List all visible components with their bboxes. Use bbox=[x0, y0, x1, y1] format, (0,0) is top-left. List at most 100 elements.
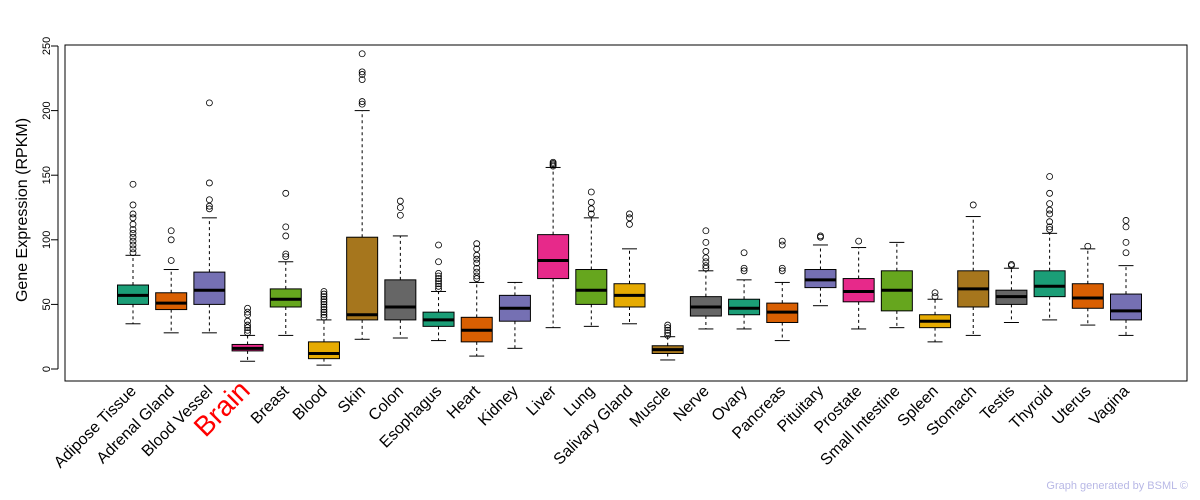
outlier-point bbox=[244, 324, 251, 332]
outlier-point bbox=[626, 214, 633, 222]
y-tick-label: 150 bbox=[41, 166, 53, 184]
outlier-point bbox=[396, 211, 404, 219]
x-tick-label: Kidney bbox=[475, 383, 522, 430]
box-heart bbox=[460, 240, 493, 357]
outlier-point bbox=[778, 267, 786, 275]
x-tick-label: Muscle bbox=[627, 383, 675, 431]
outlier-point bbox=[358, 50, 366, 58]
outlier-point bbox=[244, 326, 251, 334]
box-pituitary bbox=[804, 232, 837, 307]
box-liver bbox=[537, 158, 570, 329]
outlier-point bbox=[129, 201, 137, 209]
box-vagina bbox=[1110, 217, 1142, 336]
box-thyroid bbox=[1033, 173, 1066, 321]
outlier-point bbox=[320, 311, 328, 319]
outlier-point bbox=[244, 308, 251, 316]
iqr-box bbox=[346, 236, 379, 321]
box-series bbox=[117, 50, 1142, 366]
iqr-box bbox=[537, 234, 570, 280]
outlier-point bbox=[244, 317, 251, 325]
outlier-point bbox=[817, 232, 824, 240]
outlier-point bbox=[129, 249, 137, 257]
outlier-point bbox=[358, 71, 366, 78]
outlier-point bbox=[1046, 210, 1054, 218]
iqr-box bbox=[1071, 283, 1104, 309]
outlier-point bbox=[435, 258, 442, 266]
outlier-point bbox=[320, 303, 328, 311]
outlier-point bbox=[282, 253, 290, 260]
outlier-point bbox=[282, 223, 290, 231]
outlier-point bbox=[664, 326, 672, 334]
outlier-point bbox=[320, 288, 328, 295]
outlier-point bbox=[587, 210, 595, 218]
outlier-point bbox=[320, 295, 328, 303]
outlier-point bbox=[205, 205, 213, 213]
outlier-point bbox=[702, 262, 710, 270]
outlier-point bbox=[702, 248, 710, 255]
outlier-point bbox=[358, 98, 366, 105]
box-stomach bbox=[957, 201, 990, 336]
box-small-intestine bbox=[880, 241, 913, 329]
iqr-box bbox=[384, 279, 417, 321]
outlier-point bbox=[435, 280, 442, 288]
outlier-point bbox=[205, 179, 213, 187]
outlier-point bbox=[664, 332, 672, 339]
outlier-point bbox=[1046, 226, 1054, 233]
outlier-point bbox=[320, 290, 328, 298]
outlier-point bbox=[626, 220, 633, 228]
outlier-point bbox=[435, 277, 442, 285]
outlier-point bbox=[473, 259, 481, 267]
box-salivary-gland bbox=[613, 210, 646, 325]
outlier-point bbox=[1046, 173, 1054, 180]
graph-credit: Graph generated by BSML © bbox=[1046, 480, 1188, 492]
y-tick-label: 0 bbox=[41, 366, 53, 372]
outlier-point bbox=[1046, 218, 1054, 226]
outlier-point bbox=[320, 306, 328, 313]
outlier-point bbox=[129, 237, 137, 245]
outlier-point bbox=[396, 197, 404, 205]
outlier-point bbox=[931, 293, 939, 301]
box-pancreas bbox=[766, 237, 799, 342]
outlier-point bbox=[167, 257, 175, 264]
box-prostate bbox=[842, 237, 875, 330]
outlier-point bbox=[129, 214, 137, 222]
box-lung bbox=[575, 188, 608, 327]
outlier-point bbox=[435, 241, 442, 249]
outlier-point bbox=[702, 227, 710, 235]
outlier-point bbox=[320, 293, 328, 301]
outlier-point bbox=[435, 269, 442, 277]
outlier-point bbox=[396, 204, 404, 211]
outlier-point bbox=[129, 226, 137, 233]
outlier-point bbox=[473, 264, 481, 272]
x-tick-label: Skin bbox=[335, 383, 369, 417]
outlier-point bbox=[702, 238, 710, 246]
outlier-point bbox=[740, 267, 748, 275]
outlier-point bbox=[587, 188, 595, 196]
outlier-point bbox=[1122, 249, 1130, 257]
outlier-point bbox=[205, 99, 213, 107]
outlier-point bbox=[1046, 200, 1054, 208]
outlier-point bbox=[473, 240, 481, 248]
outlier-point bbox=[626, 210, 633, 218]
x-tick-label: Blood bbox=[290, 383, 331, 424]
y-axis: 0 50 100 150 200 250 bbox=[41, 37, 59, 372]
outlier-point bbox=[282, 232, 290, 240]
outlier-point bbox=[435, 272, 442, 280]
outlier-point bbox=[244, 304, 251, 312]
iqr-box bbox=[155, 292, 188, 311]
plot-frame bbox=[64, 44, 1188, 382]
box-blood bbox=[307, 288, 340, 366]
x-tick-label: Nerve bbox=[671, 383, 713, 425]
outlier-point bbox=[129, 220, 137, 228]
box-kidney bbox=[498, 281, 531, 349]
iqr-box bbox=[1110, 293, 1142, 321]
iqr-box bbox=[307, 341, 340, 360]
outlier-point bbox=[702, 254, 710, 262]
outlier-point bbox=[1122, 217, 1130, 224]
box-brain bbox=[231, 304, 264, 362]
outlier-point bbox=[282, 189, 290, 197]
x-tick-label: Liver bbox=[523, 382, 560, 419]
box-nerve bbox=[689, 227, 722, 330]
x-tick-label: Thyroid bbox=[1007, 383, 1057, 433]
box-spleen bbox=[919, 289, 952, 343]
